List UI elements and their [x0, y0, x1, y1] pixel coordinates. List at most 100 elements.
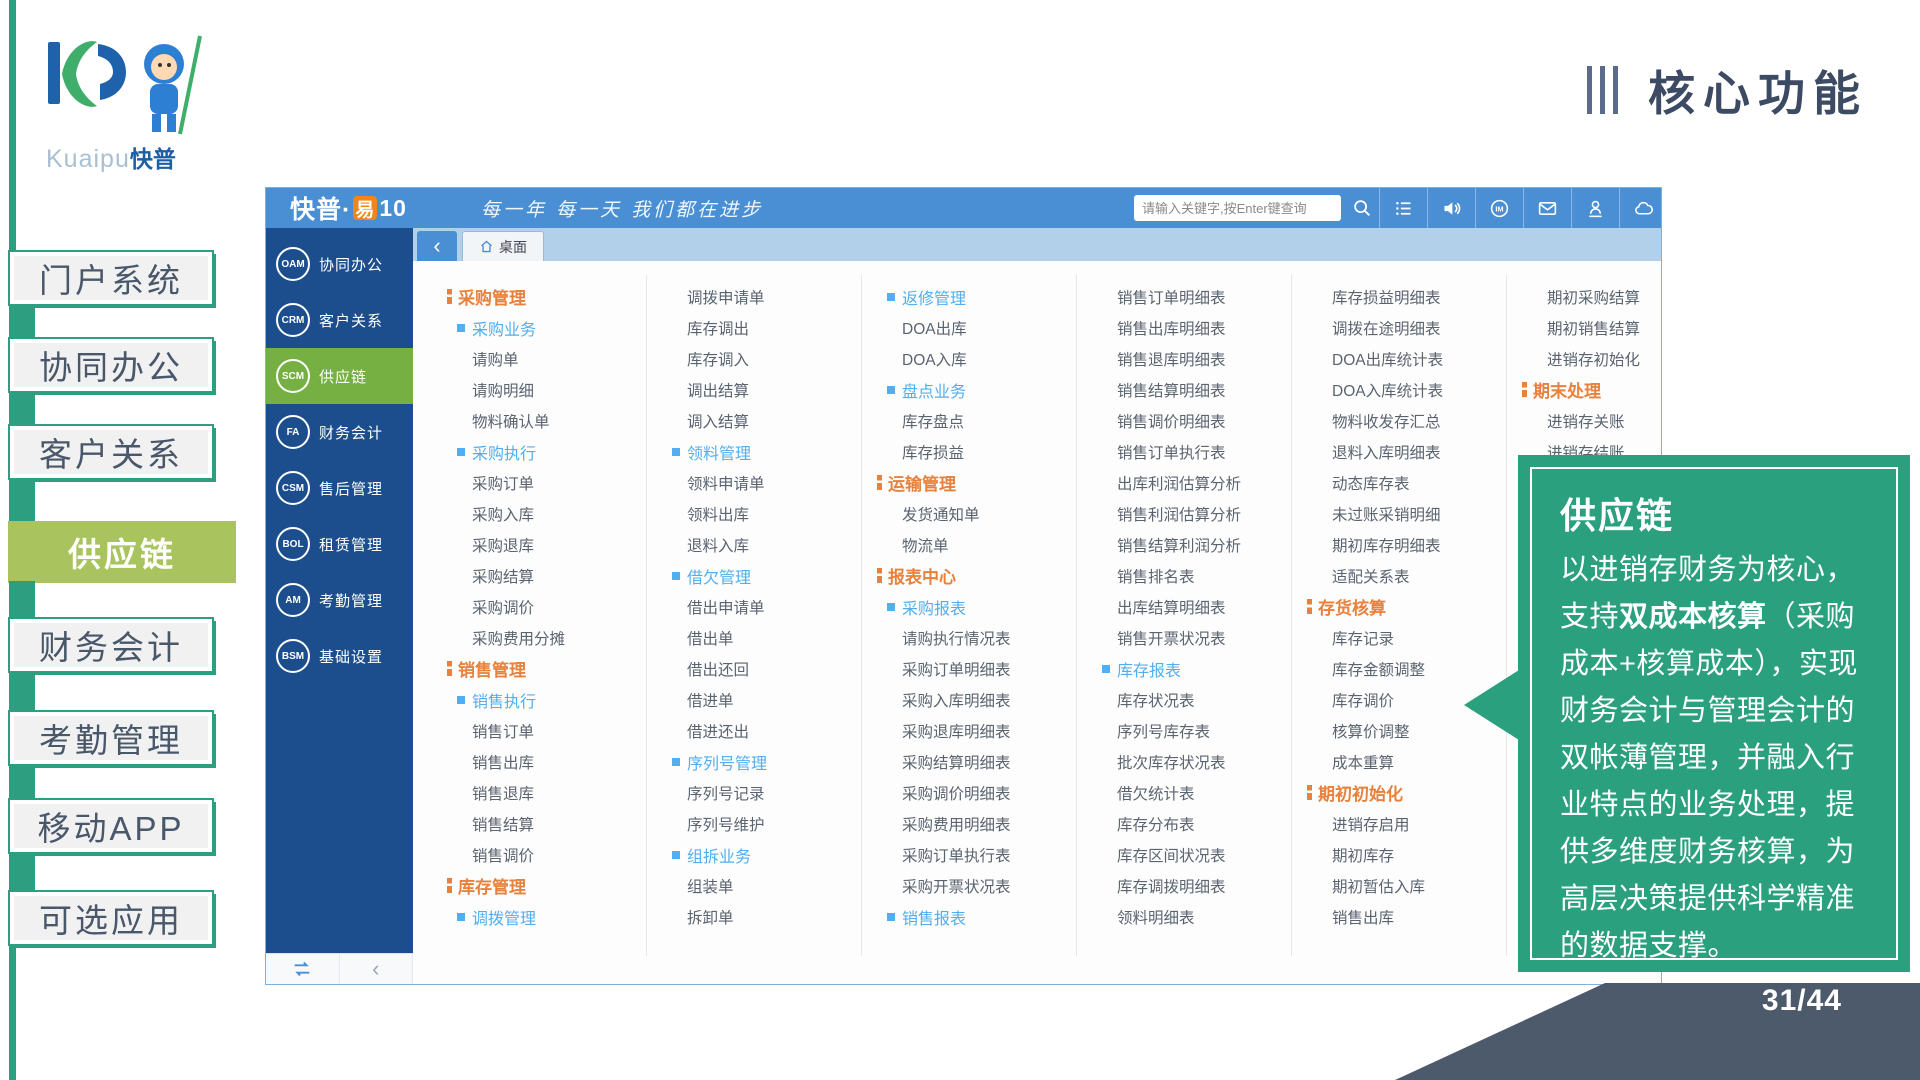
- menu-item[interactable]: 拆卸单: [646, 901, 861, 932]
- menu-item[interactable]: 采购调价: [431, 591, 646, 622]
- app-nav-item-bsm[interactable]: BSM 基础设置: [266, 628, 413, 684]
- menu-item[interactable]: 发货通知单: [861, 498, 1076, 529]
- menu-item[interactable]: 销售出库明细表: [1076, 312, 1291, 343]
- menu-item[interactable]: 批次库存状况表: [1076, 746, 1291, 777]
- app-nav-item-oam[interactable]: OAM 协同办公: [266, 236, 413, 292]
- menu-item[interactable]: 库存调拨明细表: [1076, 870, 1291, 901]
- menu-subcategory[interactable]: 返修管理: [861, 281, 1076, 312]
- menu-item[interactable]: 退料入库明细表: [1291, 436, 1506, 467]
- menu-item[interactable]: 库存状况表: [1076, 684, 1291, 715]
- menu-item[interactable]: DOA出库: [861, 312, 1076, 343]
- menu-item[interactable]: 库存金额调整: [1291, 653, 1506, 684]
- menu-item[interactable]: 库存调入: [646, 343, 861, 374]
- list-icon[interactable]: [1379, 188, 1427, 228]
- side-nav-item-portal[interactable]: 门户系统: [8, 250, 214, 306]
- menu-item[interactable]: 库存盘点: [861, 405, 1076, 436]
- tab-desktop[interactable]: 桌面: [462, 231, 544, 261]
- menu-category[interactable]: 运输管理: [861, 467, 1076, 498]
- user-icon[interactable]: [1571, 188, 1619, 228]
- app-nav-item-csm[interactable]: CSM 售后管理: [266, 460, 413, 516]
- menu-subcategory[interactable]: 领料管理: [646, 436, 861, 467]
- menu-item[interactable]: 未过账采销明细: [1291, 498, 1506, 529]
- menu-category[interactable]: 销售管理: [431, 653, 646, 684]
- menu-item[interactable]: 采购开票状况表: [861, 870, 1076, 901]
- menu-item[interactable]: 销售调价: [431, 839, 646, 870]
- side-nav-item-mobile-app[interactable]: 移动APP: [8, 798, 214, 854]
- menu-category[interactable]: 报表中心: [861, 560, 1076, 591]
- menu-item[interactable]: 借出单: [646, 622, 861, 653]
- menu-subcategory[interactable]: 销售报表: [861, 901, 1076, 932]
- menu-item[interactable]: 借出还回: [646, 653, 861, 684]
- menu-item[interactable]: 序列号库存表: [1076, 715, 1291, 746]
- menu-item[interactable]: 核算价调整: [1291, 715, 1506, 746]
- side-nav-item-attendance[interactable]: 考勤管理: [8, 710, 214, 766]
- menu-item[interactable]: 调拨在途明细表: [1291, 312, 1506, 343]
- menu-item[interactable]: 组装单: [646, 870, 861, 901]
- menu-item[interactable]: 采购入库: [431, 498, 646, 529]
- swap-icon[interactable]: [266, 954, 340, 984]
- menu-item[interactable]: 领料申请单: [646, 467, 861, 498]
- menu-item[interactable]: 调拨申请单: [646, 281, 861, 312]
- side-nav-item-crm[interactable]: 客户关系: [8, 424, 214, 480]
- menu-subcategory[interactable]: 序列号管理: [646, 746, 861, 777]
- menu-item[interactable]: 库存记录: [1291, 622, 1506, 653]
- menu-item[interactable]: 期初销售结算: [1506, 312, 1721, 343]
- menu-item[interactable]: 销售订单执行表: [1076, 436, 1291, 467]
- app-nav-item-scm[interactable]: SCM 供应链: [266, 348, 413, 404]
- mail-icon[interactable]: [1523, 188, 1571, 228]
- menu-item[interactable]: 动态库存表: [1291, 467, 1506, 498]
- menu-subcategory[interactable]: 调拨管理: [431, 901, 646, 932]
- menu-item[interactable]: 序列号维护: [646, 808, 861, 839]
- app-nav-item-bol[interactable]: BOL 租赁管理: [266, 516, 413, 572]
- menu-item[interactable]: 借进还出: [646, 715, 861, 746]
- menu-item[interactable]: DOA出库统计表: [1291, 343, 1506, 374]
- side-nav-item-finance[interactable]: 财务会计: [8, 617, 214, 673]
- menu-item[interactable]: 期初库存明细表: [1291, 529, 1506, 560]
- menu-item[interactable]: 进销存初始化: [1506, 343, 1721, 374]
- menu-item[interactable]: 进销存关账: [1506, 405, 1721, 436]
- menu-item[interactable]: 销售退库: [431, 777, 646, 808]
- menu-subcategory[interactable]: 盘点业务: [861, 374, 1076, 405]
- menu-item[interactable]: 库存调价: [1291, 684, 1506, 715]
- menu-item[interactable]: 期初库存: [1291, 839, 1506, 870]
- menu-item[interactable]: 销售结算: [431, 808, 646, 839]
- menu-category[interactable]: 库存管理: [431, 870, 646, 901]
- menu-subcategory[interactable]: 采购业务: [431, 312, 646, 343]
- menu-item[interactable]: 采购结算明细表: [861, 746, 1076, 777]
- menu-item[interactable]: 领料出库: [646, 498, 861, 529]
- app-nav-item-fa[interactable]: FA 财务会计: [266, 404, 413, 460]
- menu-item[interactable]: 物料收发存汇总: [1291, 405, 1506, 436]
- menu-item[interactable]: 物料确认单: [431, 405, 646, 436]
- menu-item[interactable]: 期初暂估入库: [1291, 870, 1506, 901]
- menu-subcategory[interactable]: 采购执行: [431, 436, 646, 467]
- menu-item[interactable]: 请购明细: [431, 374, 646, 405]
- menu-item[interactable]: DOA入库统计表: [1291, 374, 1506, 405]
- menu-item[interactable]: 调入结算: [646, 405, 861, 436]
- menu-item[interactable]: 库存分布表: [1076, 808, 1291, 839]
- menu-subcategory[interactable]: 销售执行: [431, 684, 646, 715]
- menu-item[interactable]: 采购退库: [431, 529, 646, 560]
- menu-category[interactable]: 期初初始化: [1291, 777, 1506, 808]
- menu-item[interactable]: 销售订单明细表: [1076, 281, 1291, 312]
- menu-item[interactable]: 采购订单执行表: [861, 839, 1076, 870]
- collapse-left-icon[interactable]: ‹: [340, 954, 413, 984]
- menu-item[interactable]: 出库结算明细表: [1076, 591, 1291, 622]
- side-nav-item-office[interactable]: 协同办公: [8, 337, 214, 393]
- menu-item[interactable]: 销售出库: [431, 746, 646, 777]
- menu-item[interactable]: 销售出库: [1291, 901, 1506, 932]
- menu-item[interactable]: 销售结算利润分析: [1076, 529, 1291, 560]
- menu-category[interactable]: 采购管理: [431, 281, 646, 312]
- menu-item[interactable]: 请购单: [431, 343, 646, 374]
- menu-item[interactable]: 调出结算: [646, 374, 861, 405]
- menu-item[interactable]: 序列号记录: [646, 777, 861, 808]
- search-icon[interactable]: [1351, 197, 1373, 219]
- cloud-icon[interactable]: [1619, 188, 1667, 228]
- menu-item[interactable]: 借欠统计表: [1076, 777, 1291, 808]
- menu-item[interactable]: 适配关系表: [1291, 560, 1506, 591]
- menu-item[interactable]: 请购执行情况表: [861, 622, 1076, 653]
- menu-item[interactable]: 销售利润估算分析: [1076, 498, 1291, 529]
- menu-item[interactable]: DOA入库: [861, 343, 1076, 374]
- menu-item[interactable]: 采购费用明细表: [861, 808, 1076, 839]
- menu-item[interactable]: 销售结算明细表: [1076, 374, 1291, 405]
- side-nav-item-optional[interactable]: 可选应用: [8, 890, 214, 946]
